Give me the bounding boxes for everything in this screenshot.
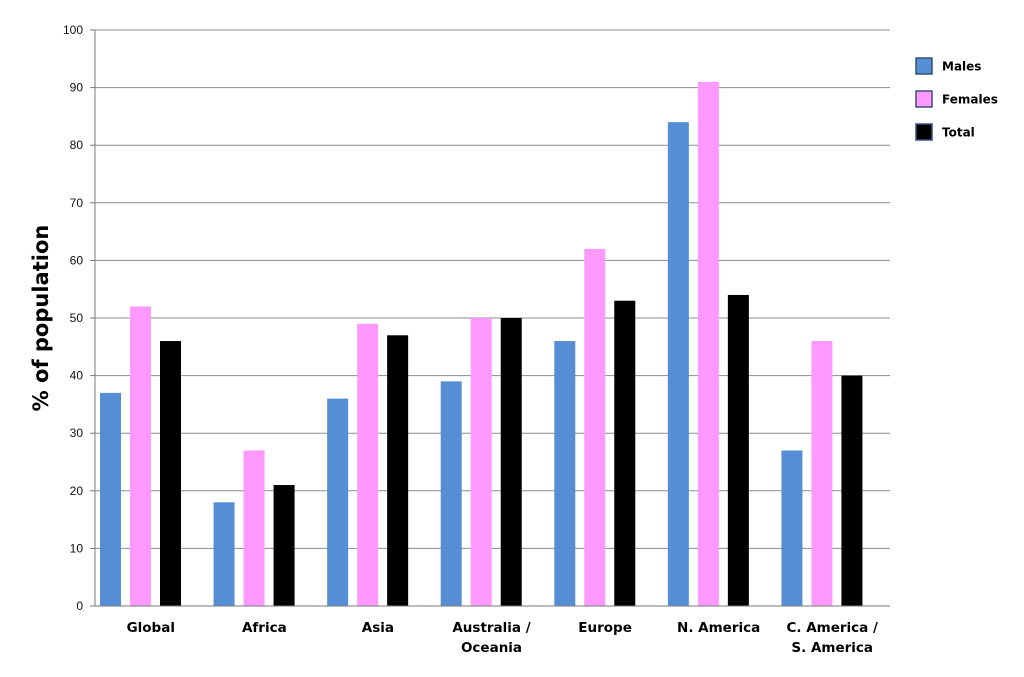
y-tick-label: 40 <box>70 369 84 383</box>
bar-males-3 <box>440 381 462 606</box>
bar-males-1 <box>213 502 235 606</box>
y-tick-label: 10 <box>70 541 84 555</box>
y-axis-title: % of population <box>29 225 53 412</box>
y-tick-label: 0 <box>76 599 83 613</box>
x-category-label: N. America <box>677 620 760 636</box>
bar-females-2 <box>357 323 379 606</box>
y-tick-label: 60 <box>70 253 84 267</box>
bar-females-0 <box>130 306 151 606</box>
gridlines <box>95 29 890 549</box>
bar-males-2 <box>327 398 349 606</box>
bar-total-1 <box>273 485 295 606</box>
x-category-label: Global <box>127 620 175 636</box>
y-tick-label: 50 <box>70 311 84 325</box>
bar-females-4 <box>584 248 606 606</box>
y-tick-label: 30 <box>70 426 84 440</box>
bar-total-6 <box>841 375 863 606</box>
bar-females-5 <box>697 81 719 607</box>
axes <box>90 29 890 607</box>
y-tick-labels: 0 10 20 30 40 50 60 70 80 90 100 <box>63 23 83 613</box>
legend-swatch-females <box>915 90 933 108</box>
bars <box>100 81 863 607</box>
bar-males-6 <box>781 450 803 606</box>
legend-label-total: Total <box>942 126 975 140</box>
y-tick-label: 20 <box>70 484 84 498</box>
x-category-label: C. America / S. America <box>786 620 878 656</box>
bar-males-5 <box>667 122 689 606</box>
y-tick-label: 90 <box>70 81 84 95</box>
legend-label-females: Females <box>942 93 998 107</box>
bar-total-3 <box>500 318 522 606</box>
x-category-label: Asia <box>362 620 394 636</box>
bar-females-6 <box>811 341 833 606</box>
x-category-label: Africa <box>242 620 287 636</box>
x-category-label: Australia / Oceania <box>452 620 530 656</box>
legend-swatch-total <box>915 123 933 141</box>
bar-males-4 <box>554 341 576 606</box>
bar-males-0 <box>100 392 121 606</box>
legend-label-males: Males <box>942 60 981 74</box>
x-category-labels: Global Africa Asia Australia / Oceania Europe… <box>127 620 878 656</box>
bar-females-1 <box>243 450 265 606</box>
y-tick-label: 80 <box>70 138 84 152</box>
y-tick-label: 100 <box>63 23 83 37</box>
x-category-label: Europe <box>578 620 632 636</box>
y-tick-label: 70 <box>70 196 84 210</box>
legend: Males Females Total <box>915 57 998 141</box>
bar-females-3 <box>470 318 492 606</box>
legend-swatch-males <box>915 57 933 75</box>
bar-total-5 <box>727 294 749 606</box>
bar-total-4 <box>614 300 636 606</box>
bar-total-2 <box>387 335 409 606</box>
bar-total-0 <box>160 341 181 606</box>
